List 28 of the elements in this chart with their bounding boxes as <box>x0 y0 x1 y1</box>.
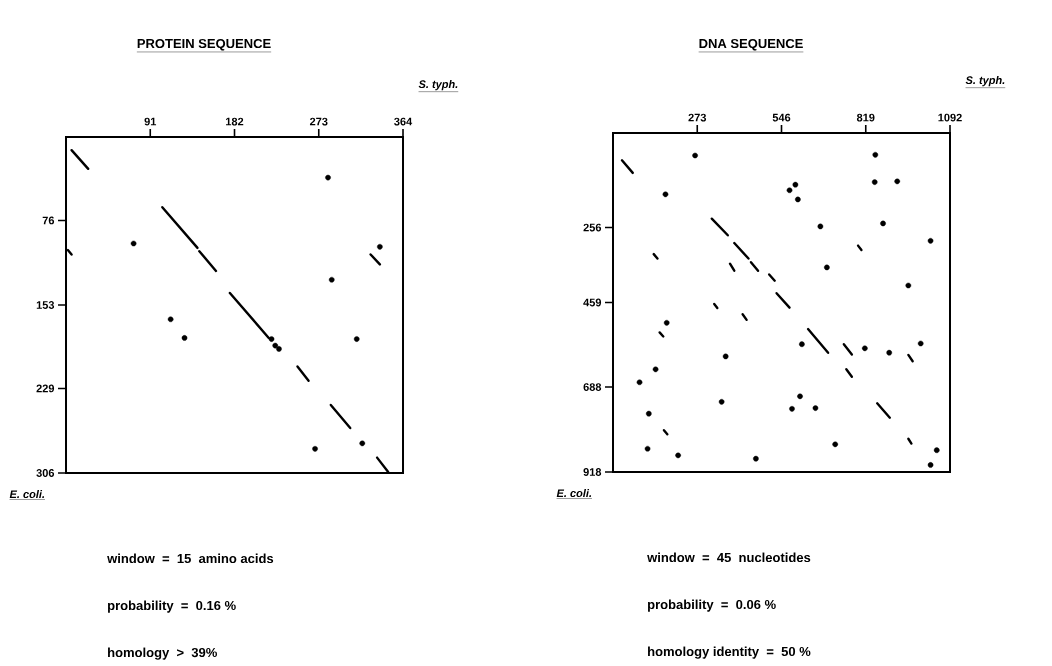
y-tick-label: 918 <box>583 468 602 476</box>
x-tick-label: 819 <box>856 113 875 122</box>
y-tick-label: 459 <box>583 298 602 307</box>
x-axis-title: S. typh. <box>418 80 458 91</box>
x-axis-title: S. typh. <box>965 76 1005 87</box>
text: probability = 0.06 % <box>648 599 776 612</box>
y-tick-label: 229 <box>36 384 55 393</box>
x-tick-label: 364 <box>394 117 413 126</box>
chart-title: DNA SEQUENCE <box>699 38 803 51</box>
text: window = 15 amino acids <box>107 553 274 564</box>
chart-title: PROTEIN SEQUENCE <box>137 38 271 51</box>
text: homology identity = 50 % <box>648 646 811 659</box>
y-tick-label: 256 <box>583 223 602 232</box>
y-tick-label: 306 <box>36 469 55 477</box>
text: probability = 0.16 % <box>108 600 236 613</box>
y-axis-title: E. coli. <box>9 490 45 499</box>
x-tick-label: 273 <box>309 117 328 126</box>
text: window = 45 nucleotides <box>647 552 811 563</box>
x-tick-label: 546 <box>772 113 791 122</box>
x-tick-label: 273 <box>688 113 707 122</box>
y-tick-label: 76 <box>42 216 55 225</box>
x-tick-label: 1092 <box>938 113 962 122</box>
y-tick-label: 688 <box>583 383 602 391</box>
x-tick-label: 182 <box>226 117 244 126</box>
y-axis-title: E. coli. <box>556 489 592 498</box>
text: homology > 39% <box>108 647 217 660</box>
y-tick-label: 153 <box>36 301 55 309</box>
x-tick-label: 91 <box>144 117 157 126</box>
